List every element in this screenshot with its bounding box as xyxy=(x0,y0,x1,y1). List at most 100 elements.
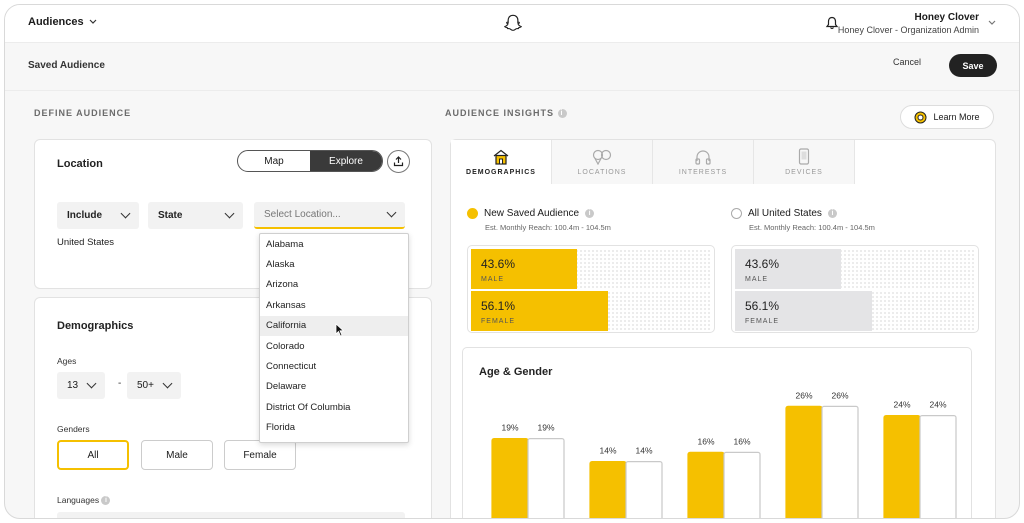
org-name: Audiences xyxy=(28,16,84,28)
gender-female-button[interactable]: Female xyxy=(224,440,296,470)
age-max-select[interactable]: 50+ xyxy=(127,372,181,399)
user-role: Honey Clover - Organization Admin xyxy=(837,25,979,35)
chevron-down-icon[interactable] xyxy=(988,20,996,26)
us-male-value: 43.6% xyxy=(745,257,780,271)
us-male-row: 43.6% MALE xyxy=(735,249,975,289)
location-option[interactable]: Colorado xyxy=(266,340,305,352)
lifebuoy-icon xyxy=(914,111,927,123)
tab-locations[interactable]: LOCATIONS xyxy=(552,140,653,184)
location-card: Location Map Explore Include State Selec… xyxy=(34,139,432,289)
tab-label: INTERESTS xyxy=(678,168,728,176)
bar-data-label: 24% xyxy=(893,400,910,410)
location-option[interactable]: Arizona xyxy=(266,279,299,291)
new-male-bar xyxy=(471,249,577,289)
page-title: Saved Audience xyxy=(28,60,105,71)
save-button[interactable]: Save xyxy=(949,54,997,77)
org-switcher[interactable]: Audiences xyxy=(28,16,97,28)
bar-new-audience xyxy=(883,415,921,518)
age-gender-chart-card: Age & Gender 19% 19% 14% 14% 16% 16% 26% 26% 24%… xyxy=(462,347,972,518)
audience-insights-label: AUDIENCE INSIGHTS xyxy=(445,108,555,118)
bar-new-audience xyxy=(491,438,529,518)
bar-data-label: 16% xyxy=(733,436,750,446)
location-option[interactable]: Florida xyxy=(266,422,296,434)
chevron-down-icon xyxy=(86,378,97,389)
new-female-label: FEMALE xyxy=(481,318,516,325)
location-option[interactable]: California xyxy=(260,315,408,336)
gender-male-button[interactable]: Male xyxy=(141,440,213,470)
location-option[interactable]: District Of Columbia xyxy=(266,401,351,413)
info-icon[interactable]: i xyxy=(557,109,567,119)
include-select[interactable]: Include xyxy=(57,202,139,229)
tab-interests[interactable]: INTERESTS xyxy=(653,140,754,184)
demographics-title: Demographics xyxy=(57,320,134,332)
location-option[interactable]: Connecticut xyxy=(266,361,317,373)
location-type-select[interactable]: State xyxy=(148,202,243,229)
us-female-bar xyxy=(735,291,872,331)
define-audience-heading: DEFINE AUDIENCE xyxy=(34,108,132,118)
mouse-cursor-icon xyxy=(335,323,345,337)
info-icon[interactable]: i xyxy=(585,209,595,218)
location-search-placeholder: Select Location... xyxy=(264,209,341,220)
bar-data-label: 14% xyxy=(635,446,652,456)
bar-new-audience xyxy=(785,405,823,518)
location-type-value: State xyxy=(158,210,183,221)
gender-all-button[interactable]: All xyxy=(57,440,129,470)
chevron-down-icon xyxy=(120,208,131,219)
bar-data-label: 19% xyxy=(501,423,518,433)
bar-all-us xyxy=(723,451,761,518)
bar-all-us xyxy=(527,438,565,518)
age-max-value: 50+ xyxy=(137,380,154,391)
new-audience-gender-box: 43.6% MALE 56.1% FEMALE xyxy=(467,245,715,333)
location-option[interactable]: Alaska xyxy=(266,259,295,271)
user-menu[interactable]: Honey Clover Honey Clover - Organization… xyxy=(838,12,979,35)
include-select-value: Include xyxy=(67,210,103,221)
age-gender-chart: 19% 19% 14% 14% 16% 16% 26% 26% 24% 24% xyxy=(491,390,957,518)
tab-label: DEVICES xyxy=(785,169,823,176)
location-option[interactable]: Arkansas xyxy=(266,299,306,311)
location-option[interactable]: Delaware xyxy=(266,381,307,393)
tab-devices[interactable]: DEVICES xyxy=(754,140,855,184)
new-male-value: 43.6% xyxy=(481,257,516,271)
languages-select[interactable] xyxy=(57,512,405,518)
bar-all-us xyxy=(625,461,663,518)
learn-more-label: Learn More xyxy=(933,112,980,122)
bar-all-us xyxy=(821,405,859,518)
map-pin-icon xyxy=(592,149,612,165)
all-us-name: All United States xyxy=(748,208,822,219)
age-range-dash: - xyxy=(118,378,122,389)
tab-demographics[interactable]: DEMOGRAPHICS xyxy=(451,140,552,184)
info-icon[interactable]: i xyxy=(827,209,837,218)
chevron-down-icon xyxy=(162,378,173,389)
us-male-label: MALE xyxy=(745,276,769,283)
us-male-bar xyxy=(735,249,841,289)
headphones-icon xyxy=(695,149,711,165)
new-male-label: MALE xyxy=(481,276,505,283)
bar-data-label: 26% xyxy=(831,390,848,400)
radio-selected[interactable] xyxy=(467,208,478,219)
insights-tabs: DEMOGRAPHICS LOCATIONS INTERESTS xyxy=(451,140,995,184)
languages-label: Languages xyxy=(57,495,100,505)
cancel-button[interactable]: Cancel xyxy=(893,57,922,67)
info-icon[interactable]: i xyxy=(101,496,111,506)
app-frame: Audiences Honey Clover Honey Clover - Or… xyxy=(4,4,1020,519)
bar-all-us xyxy=(919,415,957,518)
user-name: Honey Clover xyxy=(914,12,979,23)
new-female-bar xyxy=(471,291,608,331)
map-toggle-option[interactable]: Map xyxy=(264,155,284,167)
new-audience-option[interactable]: New Saved Audience i xyxy=(467,208,595,219)
explore-toggle-option[interactable]: Explore xyxy=(310,151,382,171)
learn-more-button[interactable]: Learn More xyxy=(900,105,994,129)
age-min-value: 13 xyxy=(67,380,79,391)
ages-label: Ages xyxy=(57,356,77,366)
snapchat-ghost-icon[interactable] xyxy=(502,13,524,35)
age-min-select[interactable]: 13 xyxy=(57,372,106,399)
all-us-option[interactable]: All United States i xyxy=(731,208,837,219)
bell-icon[interactable] xyxy=(825,16,839,30)
radio-unselected[interactable] xyxy=(731,208,742,219)
bar-data-label: 26% xyxy=(795,390,812,400)
upload-button[interactable] xyxy=(387,150,410,173)
audience-insights-heading: AUDIENCE INSIGHTS i xyxy=(445,108,567,119)
location-option[interactable]: Alabama xyxy=(266,238,304,250)
location-search-select[interactable]: Select Location... xyxy=(254,202,405,229)
chevron-down-icon xyxy=(224,208,235,219)
